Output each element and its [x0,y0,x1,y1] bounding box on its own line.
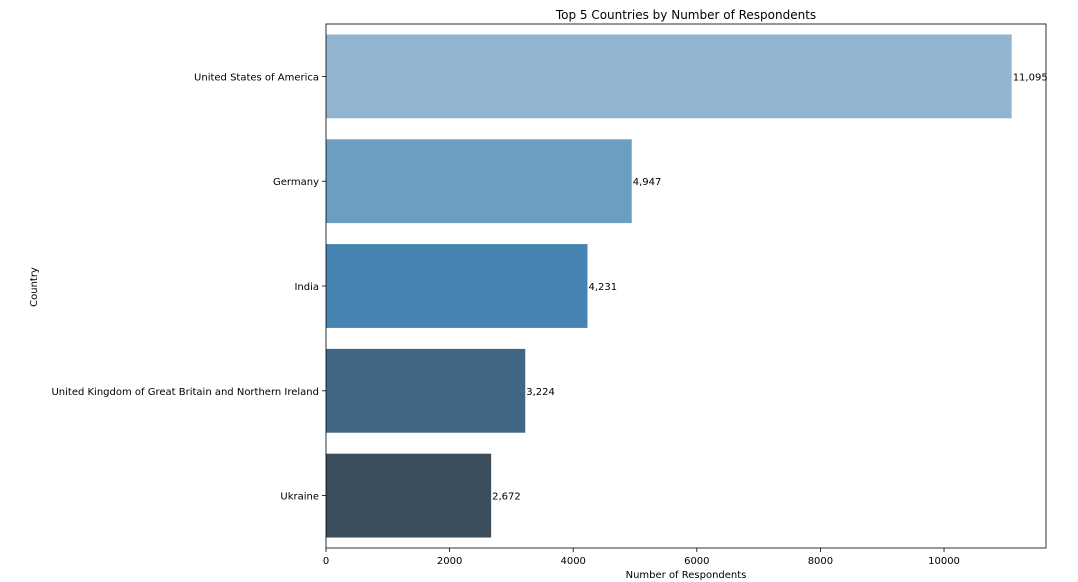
plot-frame [325,23,1047,549]
bar [326,139,632,224]
bar [326,244,588,328]
bar-value-label: 3,224 [526,387,555,398]
x-tick-label: 2000 [437,556,462,567]
bars-layer: 11,095 4,947 4,231 3,224 2,672 [326,34,1048,538]
bar [326,453,492,538]
axes-layer: United States of America Germany India Unit… [51,23,1047,567]
x-axis-label: Number of Respondents [626,570,747,581]
x-tick-label: 0 [323,556,329,567]
bar-value-label: 4,947 [633,177,662,188]
bar-value-label: 4,231 [588,282,617,293]
y-tick-label: Germany [273,177,319,188]
y-axis-label: Country [29,267,40,307]
bar-value-label: 11,095 [1013,72,1048,83]
x-tick-label: 10000 [928,556,960,567]
x-tick-label: 6000 [684,556,709,567]
y-tick-label: Ukraine [280,492,319,503]
y-tick-label: India [294,282,319,293]
y-tick-label: United States of America [194,72,319,83]
chart-title: Top 5 Countries by Number of Respondents [555,8,816,22]
y-tick-label: United Kingdom of Great Britain and Nort… [51,387,319,398]
bar [326,34,1012,119]
x-tick-label: 4000 [560,556,585,567]
bar-value-label: 2,672 [492,492,521,503]
x-tick-label: 8000 [808,556,833,567]
bar [326,348,526,433]
